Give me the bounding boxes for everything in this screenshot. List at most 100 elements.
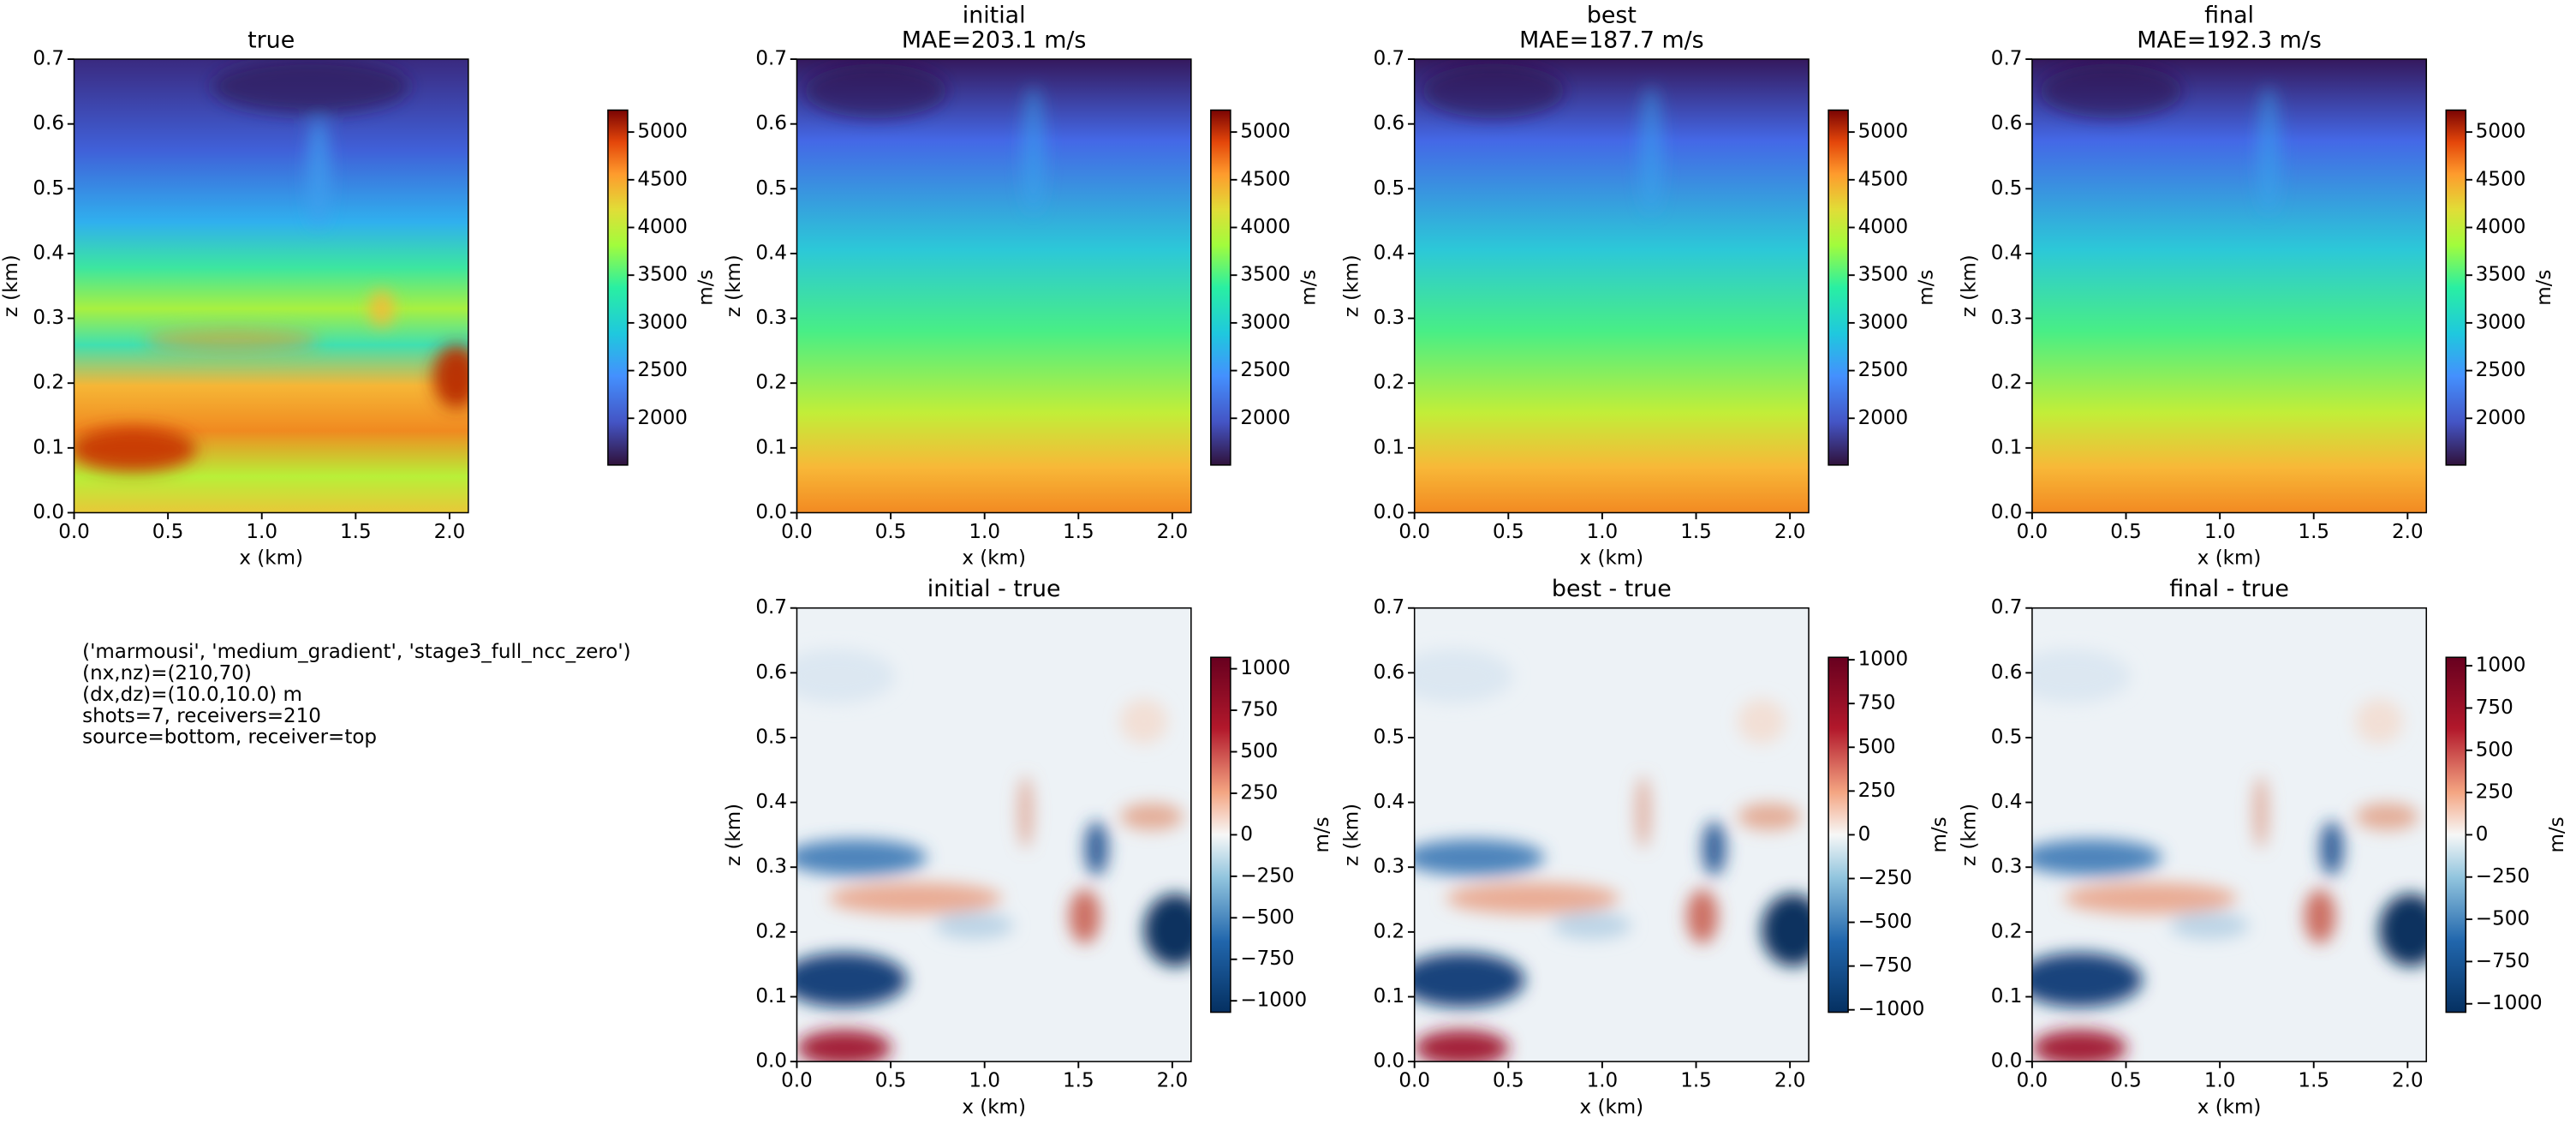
texture xyxy=(934,912,1014,940)
colorbar-tick-label: 250 xyxy=(2476,781,2513,804)
y-tick-label: 0.2 xyxy=(1374,372,1405,394)
texture xyxy=(1143,894,1191,966)
y-tick-label: 0.4 xyxy=(33,242,64,264)
texture xyxy=(1761,894,1810,966)
colorbar-label: m/s xyxy=(2546,816,2568,852)
y-tick-label: 0.6 xyxy=(1374,661,1405,684)
texture xyxy=(2170,912,2250,940)
x-axis-label: x (km) xyxy=(239,547,303,570)
colorbar-tick-label: 2500 xyxy=(637,359,688,381)
x-tick-label: 1.5 xyxy=(340,521,372,543)
x-tick-label: 0.5 xyxy=(2110,521,2142,543)
colorbar-tick-label: 3000 xyxy=(1858,311,1909,333)
texture xyxy=(2304,888,2336,944)
colorbar-tick-label: 500 xyxy=(2476,738,2513,761)
x-tick-label: 0.0 xyxy=(1398,1070,1430,1092)
colorbar-label: m/s xyxy=(1916,270,1938,306)
texture xyxy=(307,117,331,227)
panel-subtitle: MAE=203.1 m/s xyxy=(902,27,1087,53)
y-axis-label: z (km) xyxy=(723,254,745,317)
texture xyxy=(2031,839,2162,876)
y-tick-label: 0.1 xyxy=(1374,985,1405,1007)
colorbar-tick-label: −250 xyxy=(1240,864,1294,887)
panel: 0.0 0.5 1.0 1.5 2.0 0.0 0.1 0.2 0.3 0.4 0.5 0.6 0.7 x… xyxy=(723,3,1320,570)
y-axis-label: z (km) xyxy=(1340,804,1363,866)
x-tick-label: 1.0 xyxy=(1587,521,1619,543)
texture xyxy=(1552,912,1631,940)
colorbar-tick-label: 750 xyxy=(2476,697,2513,719)
y-tick-label: 0.4 xyxy=(1374,791,1405,813)
y-tick-label: 0.5 xyxy=(33,177,64,200)
y-axis-label: z (km) xyxy=(723,804,745,866)
colorbar-tick-label: −250 xyxy=(2476,865,2530,888)
x-tick-label: 1.5 xyxy=(2298,1070,2329,1092)
colorbar-tick-label: 3500 xyxy=(2476,264,2526,286)
texture xyxy=(2040,63,2182,118)
colorbar-tick-label: 2000 xyxy=(1240,407,1291,429)
colorbar-tick-label: 2500 xyxy=(1240,359,1291,381)
x-tick-label: 2.0 xyxy=(434,521,466,543)
heatmap xyxy=(74,59,468,513)
heatmap xyxy=(1414,59,1810,513)
x-tick-label: 0.0 xyxy=(1398,521,1430,543)
texture xyxy=(1021,86,1046,214)
texture xyxy=(828,882,1002,915)
axes-frame xyxy=(2031,58,2428,514)
y-tick-label: 0.0 xyxy=(33,501,64,523)
colorbar-tick-label: 3000 xyxy=(2476,311,2526,333)
colorbar-tick-label: −250 xyxy=(1858,867,1912,889)
colorbar-tick-label: 500 xyxy=(1240,740,1278,762)
y-tick-label: 0.6 xyxy=(33,112,64,135)
y-tick-label: 0.7 xyxy=(755,596,787,619)
y-tick-label: 0.1 xyxy=(1991,436,2023,458)
texture xyxy=(1414,649,1513,703)
colorbar xyxy=(1828,109,1849,466)
texture xyxy=(1635,775,1651,849)
colorbar-tick-label: 4000 xyxy=(1240,216,1291,238)
panel-title: best - true xyxy=(1552,576,1672,602)
y-tick-label: 0.2 xyxy=(1991,920,2023,942)
texture xyxy=(2031,1030,2127,1062)
texture xyxy=(1446,882,1620,915)
y-tick-label: 0.5 xyxy=(1374,726,1405,748)
heatmap-texture xyxy=(2040,63,2281,214)
x-tick-label: 2.0 xyxy=(2392,521,2424,543)
axes-frame xyxy=(1413,607,1810,1062)
annotation-line: source=bottom, receiver=top xyxy=(82,726,377,749)
panel: 0.0 0.5 1.0 1.5 2.0 0.0 0.1 0.2 0.3 0.4 0.5 0.6 0.7 x… xyxy=(1340,576,1951,1118)
x-tick-label: 2.0 xyxy=(1774,521,1806,543)
texture xyxy=(2379,894,2427,966)
y-tick-label: 0.5 xyxy=(1374,177,1405,200)
y-tick-label: 0.0 xyxy=(1374,501,1405,523)
y-tick-label: 0.7 xyxy=(1374,48,1405,70)
y-tick-label: 0.7 xyxy=(755,48,787,70)
colorbar-tick-label: −750 xyxy=(1858,954,1912,977)
y-tick-label: 0.0 xyxy=(1991,501,2023,523)
heatmap-texture xyxy=(74,59,468,472)
heatmap xyxy=(796,607,1191,1062)
y-tick-label: 0.6 xyxy=(755,112,787,135)
axes-frame xyxy=(73,58,469,514)
y-tick-label: 0.3 xyxy=(1991,856,2023,878)
x-tick-label: 1.0 xyxy=(969,521,1000,543)
annotation-line: (nx,nz)=(210,70) xyxy=(82,662,252,685)
heatmap-texture xyxy=(804,63,1046,214)
texture xyxy=(432,344,468,409)
colorbar-tick-label: 3500 xyxy=(1858,264,1909,286)
axes-frame xyxy=(2031,607,2428,1062)
heatmap-background xyxy=(1414,59,1810,513)
y-tick-label: 0.2 xyxy=(1374,920,1405,942)
colorbar-tick-label: 5000 xyxy=(1240,121,1291,143)
colorbar-tick-label: 4000 xyxy=(1858,216,1909,238)
colorbar-label: m/s xyxy=(2533,270,2555,306)
texture xyxy=(74,426,197,472)
y-axis-label: z (km) xyxy=(1959,804,1981,866)
y-tick-label: 0.5 xyxy=(755,177,787,200)
y-tick-label: 0.4 xyxy=(1374,242,1405,264)
annotation-line: ('marmousi', 'medium_gradient', 'stage3_… xyxy=(82,641,631,663)
y-tick-label: 0.6 xyxy=(1991,661,2023,684)
x-axis-label: x (km) xyxy=(1580,1096,1644,1118)
texture xyxy=(2355,803,2419,831)
colorbar xyxy=(1210,656,1231,1013)
x-tick-label: 0.5 xyxy=(1493,1070,1524,1092)
